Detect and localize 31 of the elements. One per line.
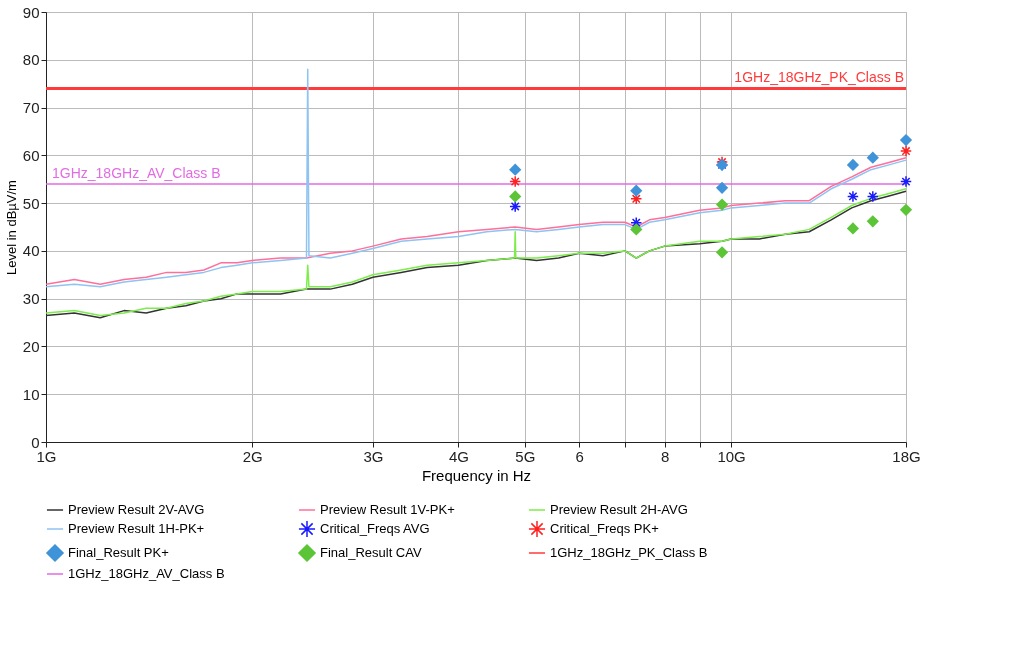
x-tick-label: 18G xyxy=(892,447,921,465)
ref-line-label: 1GHz_18GHz_PK_Class B xyxy=(734,69,904,86)
legend-label: Critical_Freqs PK+ xyxy=(550,521,659,536)
y-tick-label: 30 xyxy=(22,290,40,308)
x-tick-label: 6 xyxy=(575,447,584,465)
legend-label: Preview Result 1H-PK+ xyxy=(68,521,205,536)
x-tick-label: 2G xyxy=(242,447,263,465)
legend-label: Preview Result 2H-AVG xyxy=(550,502,688,517)
legend-label: Final_Result CAV xyxy=(320,545,422,560)
y-tick-label: 60 xyxy=(22,146,40,164)
y-tick-label: 70 xyxy=(22,99,40,117)
x-axis-title: Frequency in Hz xyxy=(421,466,532,484)
x-tick-label: 5G xyxy=(515,447,536,465)
y-tick-label: 40 xyxy=(22,242,40,260)
y-tick-label: 10 xyxy=(22,385,40,403)
x-tick-label: 10G xyxy=(717,447,746,465)
y-tick-label: 20 xyxy=(22,337,40,355)
text: 1GHz_18GHz_PK_Class B xyxy=(550,545,708,560)
x-tick-label: 4G xyxy=(448,447,469,465)
text: 1GHz_18GHz_AV_Class B xyxy=(68,566,225,581)
ref-line-label: 1GHz_18GHz_AV_Class B xyxy=(52,165,221,181)
y-axis-title: Level in dBµV/m xyxy=(3,180,19,275)
x-tick-label: 8 xyxy=(661,447,670,465)
legend-label: Critical_Freqs AVG xyxy=(320,521,430,536)
y-tick-label: 80 xyxy=(22,51,40,69)
x-tick-label: 3G xyxy=(363,447,384,465)
y-tick-label: 50 xyxy=(22,194,40,212)
legend-label: Preview Result 2V-AVG xyxy=(68,502,205,517)
legend-label: Final_Result PK+ xyxy=(68,545,169,560)
y-tick-label: 90 xyxy=(22,3,40,21)
legend-label: Preview Result 1V-PK+ xyxy=(320,502,455,517)
